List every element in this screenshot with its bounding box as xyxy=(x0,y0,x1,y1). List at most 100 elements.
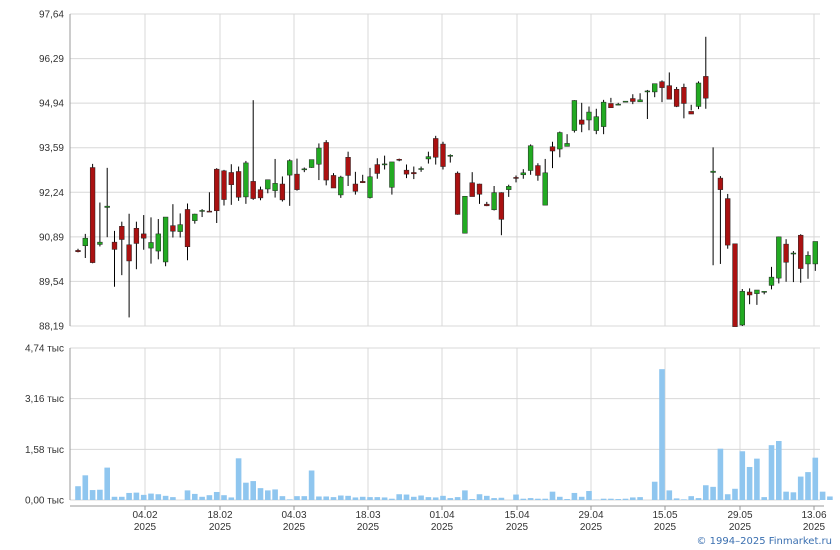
candle xyxy=(345,151,351,187)
price-grid xyxy=(69,13,820,327)
candle-body xyxy=(243,162,249,198)
volume-bar xyxy=(308,470,315,500)
volume-bar xyxy=(228,497,235,500)
candle xyxy=(776,236,782,284)
volume-bar xyxy=(673,498,680,500)
candle-body xyxy=(732,243,738,327)
x-tick-label-date: 18.02 xyxy=(207,510,232,521)
candle xyxy=(170,204,176,238)
candle-body xyxy=(469,182,475,197)
candle xyxy=(155,219,161,260)
candle xyxy=(316,143,322,181)
candle-body xyxy=(111,241,118,250)
volume-tick-label: 3,16 тыс xyxy=(25,394,64,405)
volume-bar xyxy=(432,497,439,500)
volume-bar xyxy=(462,490,468,500)
volume-bar xyxy=(484,495,490,500)
candle xyxy=(279,176,286,202)
candle xyxy=(308,159,315,168)
volume-bar xyxy=(374,497,381,500)
volume-bar xyxy=(651,481,658,500)
candle xyxy=(695,81,702,110)
candle xyxy=(652,83,658,98)
volume-bar xyxy=(184,490,191,500)
candle-body xyxy=(265,179,271,190)
candle xyxy=(184,203,191,261)
volume-bar xyxy=(498,497,505,500)
x-tick-label-year: 2025 xyxy=(506,522,529,533)
candle xyxy=(82,233,88,258)
candle xyxy=(805,251,811,279)
price-panel: 97,64 96,29 94,94 93,59 92,24 90,89 89,54 88,19 xyxy=(39,10,820,333)
candle-body xyxy=(673,89,680,107)
price-tick-label: 96,29 xyxy=(39,54,64,65)
volume-bar xyxy=(469,499,475,500)
x-tick-label-date: 15.04 xyxy=(504,510,529,521)
volume-bar xyxy=(724,494,731,500)
candle xyxy=(294,158,300,191)
candle-body xyxy=(294,173,300,190)
candle xyxy=(425,151,432,164)
candle-body xyxy=(586,111,592,121)
candle-body xyxy=(301,168,307,171)
candle-body xyxy=(564,143,570,147)
candle-body xyxy=(272,183,278,191)
candle xyxy=(265,179,271,194)
x-tick-label-year: 2025 xyxy=(283,522,306,533)
candle xyxy=(746,288,753,305)
volume-bar xyxy=(389,498,395,500)
volume-bar xyxy=(564,499,570,500)
volume-bar xyxy=(367,497,373,500)
volume-bar xyxy=(75,486,81,500)
volume-bar xyxy=(345,495,351,500)
volume-bar xyxy=(396,494,402,500)
candle xyxy=(798,234,804,283)
volume-bar xyxy=(170,497,176,500)
volume-bar xyxy=(827,496,833,500)
volume-bar xyxy=(491,498,497,500)
candle-body xyxy=(608,103,614,109)
candle xyxy=(75,248,81,253)
candle-body xyxy=(381,163,388,166)
volume-bar xyxy=(739,451,746,500)
x-tick-label-date: 29.05 xyxy=(727,510,752,521)
x-tick-label-year: 2025 xyxy=(357,522,380,533)
candle-body xyxy=(768,276,775,286)
candle-body xyxy=(411,172,417,175)
candle-body xyxy=(637,99,643,103)
candle xyxy=(133,221,140,270)
candle-body xyxy=(89,167,96,263)
candle xyxy=(615,102,621,106)
volume-bar xyxy=(330,497,337,500)
candle-body xyxy=(330,175,337,189)
candle-body xyxy=(323,142,329,181)
price-tick-label: 97,64 xyxy=(39,10,64,21)
volume-bar xyxy=(352,497,359,500)
candle xyxy=(228,164,234,205)
candle xyxy=(557,131,563,158)
volume-bar xyxy=(126,492,132,500)
candle-body xyxy=(221,170,227,200)
volume-bar xyxy=(600,498,607,500)
volume-bar xyxy=(578,496,585,500)
candle-body xyxy=(600,101,607,127)
candle xyxy=(579,102,585,133)
candle xyxy=(666,72,672,100)
volume-bar xyxy=(710,486,716,500)
candle-body xyxy=(184,209,191,248)
candle-body xyxy=(462,195,468,234)
candle-body xyxy=(425,156,432,160)
volume-bar xyxy=(243,482,249,500)
candle-body xyxy=(703,76,709,99)
volume-bar xyxy=(688,496,694,500)
candle xyxy=(622,100,629,103)
x-tick-label-date: 04.02 xyxy=(132,510,157,521)
candle xyxy=(725,193,731,249)
candle xyxy=(141,215,147,250)
price-tick-label: 90,89 xyxy=(39,232,64,243)
candle-body xyxy=(688,111,694,115)
volume-bar xyxy=(213,491,220,500)
candle xyxy=(630,94,636,105)
candle-body xyxy=(214,168,220,212)
candle xyxy=(192,213,198,224)
